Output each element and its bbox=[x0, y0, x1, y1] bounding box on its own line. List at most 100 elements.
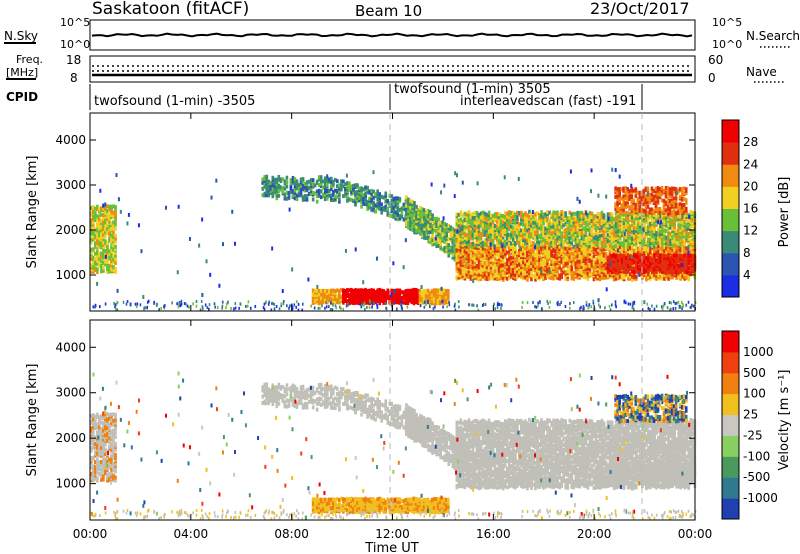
power-cell bbox=[332, 189, 335, 194]
power-cell bbox=[637, 268, 640, 273]
power-cell bbox=[532, 225, 535, 230]
power-cell bbox=[661, 253, 664, 258]
power-cell bbox=[503, 233, 507, 238]
power-cell bbox=[675, 233, 678, 238]
power-cell bbox=[526, 250, 529, 255]
power-cell bbox=[382, 299, 386, 304]
power-cell bbox=[578, 241, 582, 246]
power-cell bbox=[639, 215, 642, 220]
power-cell bbox=[558, 242, 561, 247]
power-cell bbox=[691, 267, 695, 272]
power-cell bbox=[329, 193, 333, 198]
power-cell bbox=[582, 226, 586, 231]
power-cell bbox=[431, 227, 434, 232]
power-cell bbox=[479, 274, 483, 279]
power-cell bbox=[685, 250, 689, 255]
power-cell bbox=[327, 179, 331, 184]
power-cell bbox=[534, 274, 537, 279]
power-cell bbox=[417, 216, 420, 221]
power-cell bbox=[578, 272, 582, 277]
power-cell bbox=[94, 268, 97, 273]
power-cell bbox=[598, 212, 602, 217]
power-cell bbox=[647, 253, 650, 258]
power-cell bbox=[675, 229, 678, 234]
power-cell bbox=[582, 265, 586, 270]
power-cell bbox=[536, 221, 539, 226]
power-cell bbox=[618, 268, 622, 273]
power-cell bbox=[473, 274, 477, 279]
power-cell bbox=[321, 294, 325, 299]
power-cell bbox=[616, 267, 620, 272]
power-cell bbox=[497, 231, 501, 236]
power-cell bbox=[102, 268, 105, 273]
power-cell bbox=[554, 234, 557, 239]
power-cell bbox=[624, 247, 628, 252]
power-cell bbox=[94, 264, 97, 269]
power-cell bbox=[348, 185, 351, 190]
power-cell bbox=[98, 242, 101, 247]
power-cell bbox=[319, 288, 323, 293]
power-cell bbox=[624, 218, 628, 223]
power-cell bbox=[667, 272, 670, 277]
power-cell bbox=[509, 229, 513, 234]
power-cell bbox=[428, 291, 432, 296]
power-cell bbox=[669, 270, 672, 275]
power-cell bbox=[624, 255, 628, 260]
power-cell bbox=[524, 231, 527, 236]
power-cell bbox=[516, 271, 519, 276]
power-cell bbox=[572, 215, 576, 220]
power-cell bbox=[685, 261, 689, 266]
power-cell bbox=[532, 247, 535, 252]
power-cell bbox=[588, 267, 592, 272]
power-cell bbox=[659, 214, 662, 219]
power-cell bbox=[277, 189, 281, 194]
power-cell bbox=[475, 229, 479, 234]
power-cell bbox=[641, 242, 644, 247]
power-cell bbox=[637, 226, 640, 231]
power-cell bbox=[673, 241, 676, 246]
power-cell bbox=[626, 266, 630, 271]
power-cell bbox=[323, 180, 327, 185]
power-cell bbox=[368, 296, 371, 301]
power-cell bbox=[643, 254, 646, 259]
power-cell bbox=[580, 223, 584, 228]
power-cell bbox=[360, 292, 363, 297]
power-cell bbox=[350, 292, 353, 297]
power-cell bbox=[518, 253, 521, 258]
power-cell bbox=[467, 252, 471, 257]
power-cell bbox=[459, 254, 463, 259]
power-cell bbox=[582, 254, 586, 259]
power-cell bbox=[604, 227, 608, 232]
power-cell bbox=[584, 220, 588, 225]
power-cell bbox=[303, 196, 307, 201]
power-cell bbox=[108, 269, 111, 274]
power-cell bbox=[576, 275, 580, 280]
power-cell bbox=[473, 215, 477, 220]
power-cell bbox=[687, 253, 691, 258]
power-cell bbox=[455, 248, 459, 253]
power-cell bbox=[411, 201, 414, 206]
power-cell bbox=[620, 241, 624, 246]
power-cell bbox=[663, 231, 666, 236]
power-cell bbox=[447, 237, 451, 242]
power-cell bbox=[346, 290, 349, 295]
power-cell bbox=[265, 183, 269, 188]
power-cell bbox=[92, 269, 95, 274]
power-cell bbox=[687, 241, 691, 246]
power-cell bbox=[548, 238, 551, 243]
power-cell bbox=[663, 267, 666, 272]
power-cell bbox=[528, 221, 531, 226]
power-cell bbox=[451, 229, 455, 234]
power-cell bbox=[542, 220, 545, 225]
power-cell bbox=[526, 253, 529, 258]
power-cell bbox=[98, 228, 101, 233]
power-cell bbox=[584, 254, 588, 259]
power-cell bbox=[511, 261, 515, 266]
power-cell bbox=[552, 227, 555, 232]
power-cell bbox=[661, 232, 664, 237]
power-cell bbox=[507, 266, 511, 271]
power-cell bbox=[673, 251, 676, 256]
power-cell bbox=[271, 194, 275, 199]
power-cell bbox=[338, 186, 341, 191]
power-cell bbox=[635, 216, 638, 221]
